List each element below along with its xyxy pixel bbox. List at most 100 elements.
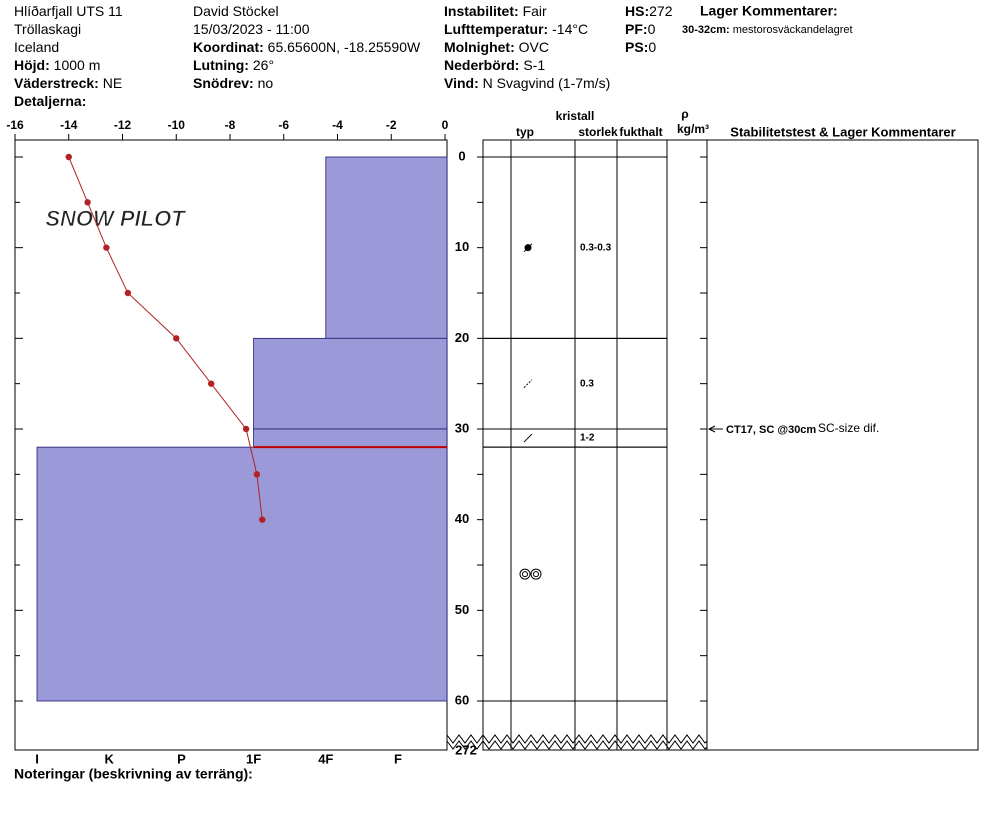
y-tick-label: 40	[455, 511, 469, 526]
layer-comments-title: Lager Kommentarer:	[700, 3, 838, 19]
header-item: Detaljerna:	[14, 93, 86, 109]
grain-symbol	[522, 571, 528, 578]
y-tick-label: 50	[455, 602, 469, 617]
header-label: Höjd:	[14, 57, 50, 73]
table-frame	[482, 139, 979, 751]
header-item: PF:0	[625, 21, 656, 37]
header-label: Väderstreck:	[14, 75, 99, 91]
grain-symbol	[523, 433, 533, 443]
header-value: 0	[648, 39, 656, 55]
header-label: HS:	[625, 3, 649, 19]
x-tick-label: 0	[442, 118, 449, 132]
test-label: CT17, SC @30cm	[726, 424, 816, 436]
header-label: PF:	[625, 21, 648, 37]
hardness-bar	[36, 446, 448, 702]
hardness-label: F	[394, 751, 402, 766]
y-tick-label: 20	[455, 330, 469, 345]
grain-symbol	[523, 243, 533, 253]
header-value: 1000 m	[54, 57, 101, 73]
layer-comment: 30-32cm: mestorosväckandelagret	[682, 24, 853, 36]
header-item: Lufttemperatur: -14°C	[444, 21, 588, 37]
hardness-label: K	[105, 751, 115, 766]
hardness-bar	[253, 337, 448, 430]
header-value: -14°C	[552, 21, 588, 37]
header-item: Instabilitet: Fair	[444, 3, 547, 19]
header-item: Hlíðarfjall UTS 11	[14, 3, 123, 19]
col-header: fukthalt	[619, 125, 662, 139]
header-item: David Stöckel	[193, 3, 279, 19]
header-item: Iceland	[14, 39, 59, 55]
grain-size: 0.3	[580, 378, 594, 389]
total-depth-label: 272	[455, 742, 477, 757]
test-comment: SC-size dif.	[818, 421, 879, 435]
header-label: Instabilitet:	[444, 3, 519, 19]
temperature-point	[84, 199, 91, 206]
y-tick-label: 0	[458, 148, 465, 163]
grain-symbol	[519, 568, 531, 580]
header-item: Molnighet: OVC	[444, 39, 549, 55]
header-item: Tröllaskagi	[14, 21, 81, 37]
x-tick-label: -10	[168, 118, 186, 132]
header-value: no	[258, 75, 274, 91]
test-arrowhead	[707, 425, 716, 433]
x-tick-label: -16	[6, 118, 24, 132]
col-header: storlek	[578, 125, 618, 139]
header-item: Koordinat: 65.65600N, -18.25590W	[193, 39, 421, 55]
layer-comment-label: 30-32cm:	[682, 24, 730, 36]
header-label: PS:	[625, 39, 648, 55]
notes-label: Noteringar (beskrivning av terräng):	[14, 766, 253, 782]
temperature-point	[259, 516, 266, 523]
header-value: Iceland	[14, 39, 59, 55]
header-value: 272	[649, 3, 673, 19]
hardness-bar	[325, 156, 448, 339]
header-value: N Svagvind (1-7m/s)	[483, 75, 611, 91]
hardness-label: 1F	[246, 751, 261, 766]
header-value: NE	[103, 75, 122, 91]
header-value: Hlíðarfjall UTS 11	[14, 3, 123, 19]
header-item: Höjd: 1000 m	[14, 57, 100, 73]
col-header: Stabilitetstest & Lager Kommentarer	[730, 124, 955, 139]
header-label: Lufttemperatur:	[444, 21, 548, 37]
table-columns	[510, 140, 708, 750]
header-item: Nederbörd: S-1	[444, 57, 545, 73]
y-tick-label: 10	[455, 239, 469, 254]
temperature-point	[242, 425, 250, 433]
hardness-label: I	[35, 751, 39, 766]
watermark: SNOW PILOT	[45, 206, 186, 231]
x-tick-label: -8	[225, 118, 236, 132]
hardness-label: P	[177, 751, 186, 766]
y-tick-label: 60	[455, 692, 469, 707]
grain-size: 0.3-0.3	[580, 242, 612, 253]
header-item: PS:0	[625, 39, 656, 55]
grain-symbol	[523, 379, 533, 389]
axis-break	[446, 734, 708, 750]
header-value: OVC	[519, 39, 549, 55]
x-tick-label: -14	[60, 118, 78, 132]
header-label: Molnighet:	[444, 39, 515, 55]
x-tick-label: -2	[386, 118, 397, 132]
hardness-bar	[253, 428, 448, 448]
x-tick-label: -6	[278, 118, 289, 132]
col-header: kg/m³	[677, 122, 709, 136]
col-header: ρ	[681, 107, 688, 121]
header-item: Snödrev: no	[193, 75, 273, 91]
header-value: Fair	[523, 3, 547, 19]
header-value: 26°	[253, 57, 274, 73]
temperature-point	[253, 471, 261, 478]
header-value: 0	[648, 21, 656, 37]
y-tick-label: 30	[455, 420, 469, 435]
header-label: Koordinat:	[193, 39, 264, 55]
header-label: Detaljerna:	[14, 93, 86, 109]
layer-comment-text: mestorosväckandelagret	[733, 24, 853, 36]
temperature-point	[207, 380, 215, 387]
x-tick-label: -12	[114, 118, 132, 132]
header-label: Snödrev:	[193, 75, 254, 91]
header-item: Vind: N Svagvind (1-7m/s)	[444, 75, 610, 91]
col-header: kristall	[556, 109, 595, 123]
temperature-point	[173, 335, 180, 342]
grain-symbol	[530, 568, 542, 580]
header-value: 15/03/2023 - 11:00	[193, 21, 310, 37]
header-value: Tröllaskagi	[14, 21, 81, 37]
header-value: 65.65600N, -18.25590W	[268, 39, 421, 55]
